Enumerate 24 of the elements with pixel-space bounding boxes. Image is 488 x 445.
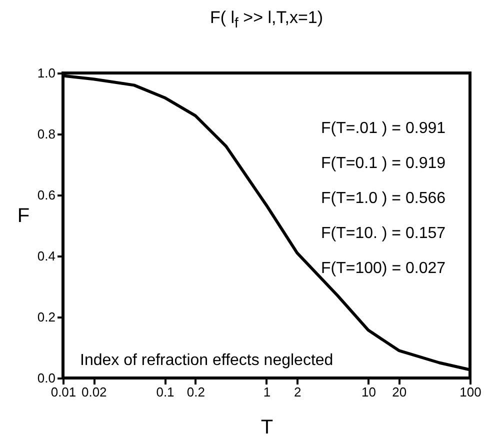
annotation: F(T=100) = 0.027 bbox=[321, 260, 446, 277]
y-tick-label: 0.0 bbox=[37, 370, 56, 386]
annotation: F(T=1.0 ) = 0.566 bbox=[321, 190, 446, 207]
y-tick-label: 0.6 bbox=[37, 188, 56, 202]
y-tick-label: 0.4 bbox=[37, 248, 56, 264]
y-tick-label: 1.0 bbox=[37, 66, 56, 80]
x-axis-title: T bbox=[260, 416, 274, 438]
x-tick-label: 0.1 bbox=[156, 384, 174, 400]
annotation: Index of refraction effects neglected bbox=[80, 352, 334, 369]
x-tick-label: 100 bbox=[460, 384, 482, 400]
chart-title: F( l$_{f}$ >> l,T,x=1) bbox=[208, 8, 324, 32]
y-tick-label: 0.2 bbox=[37, 310, 56, 324]
y-tick-label: 0.8 bbox=[37, 126, 56, 142]
y-axis-title: F bbox=[17, 205, 30, 227]
annotation: F(T=.01 ) = 0.991 bbox=[321, 120, 446, 137]
x-tick-label: 20 bbox=[392, 384, 407, 400]
x-tick-label: 0.02 bbox=[81, 384, 107, 400]
x-tick-label: 10 bbox=[362, 384, 376, 400]
x-tick-label: 2 bbox=[294, 384, 302, 400]
x-tick-label: 1 bbox=[263, 384, 271, 400]
annotation: F(T=0.1 ) = 0.919 bbox=[321, 155, 446, 172]
x-tick-label: 0.2 bbox=[186, 384, 205, 400]
annotation: F(T=10. ) = 0.157 bbox=[321, 225, 446, 242]
x-tick-label: 0.01 bbox=[50, 384, 76, 400]
